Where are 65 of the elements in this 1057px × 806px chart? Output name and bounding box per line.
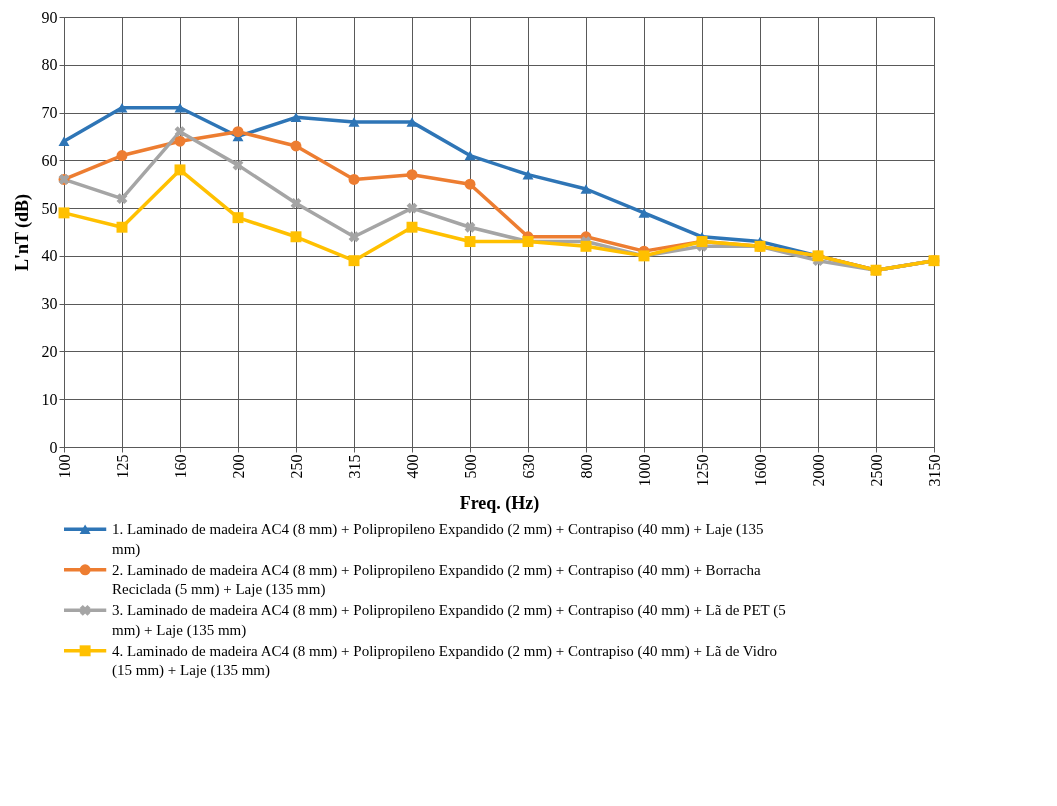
- point: [174, 126, 186, 138]
- x-tick-label: 1000: [635, 454, 653, 487]
- point: [232, 126, 244, 138]
- y-tick-label: 30: [41, 295, 58, 313]
- point: [290, 112, 302, 123]
- x-tick-label: 400: [403, 454, 421, 479]
- point: [174, 164, 186, 176]
- point: [638, 208, 650, 218]
- x-tick-label: 250: [287, 454, 305, 479]
- y-axis-title: L'nT (dB): [11, 193, 33, 272]
- y-tick-label: 20: [41, 342, 58, 360]
- point: [58, 136, 70, 146]
- x-tick-label: 2500: [867, 454, 885, 487]
- point: [232, 212, 244, 224]
- y-tick-label: 90: [41, 8, 58, 26]
- point: [406, 202, 418, 214]
- y-tick-label: 50: [41, 199, 58, 217]
- y-tick-label: 70: [41, 104, 58, 122]
- x-tick-label: 800: [577, 454, 595, 479]
- point: [406, 221, 418, 233]
- point: [464, 150, 476, 161]
- point: [348, 117, 360, 127]
- point: [464, 178, 476, 190]
- x-tick-label: 2000: [809, 454, 827, 487]
- point: [522, 169, 534, 180]
- point: [174, 135, 186, 147]
- point: [290, 197, 302, 209]
- point: [290, 231, 302, 243]
- point: [406, 169, 418, 181]
- point: [348, 231, 360, 243]
- x-tick-label: 200: [229, 454, 247, 479]
- point: [464, 221, 476, 233]
- legend-label: 1. Laminado de madeira AC4 (8 mm) + Polipropileno Expandido (2 mm) + Contrapiso (40 mm) + Laje (135 mm): [112, 521, 764, 558]
- point: [580, 240, 592, 252]
- x-tick-label: 1600: [751, 454, 769, 487]
- y-tick-label: 0: [49, 438, 58, 456]
- legend-label: 2. Laminado de madeira AC4 (8 mm) + Polipropileno Expandido (2 mm) + Contrapiso (40 mm) + Borracha Reciclada (5 mm) + Laje (135 mm): [112, 561, 761, 599]
- point: [116, 221, 128, 233]
- point: [406, 117, 418, 127]
- y-tick-label: 40: [41, 247, 58, 265]
- x-tick-label: 630: [519, 454, 537, 479]
- point: [232, 159, 244, 171]
- x-tick-label: 500: [461, 454, 479, 479]
- point: [580, 184, 592, 194]
- legend-label: 4. Laminado de madeira AC4 (8 mm) + Polipropileno Expandido (2 mm) + Contrapiso (40 mm) + Lã de Vidro (15 mm) + Laje (135 mm): [112, 642, 777, 680]
- legend-label: 3. Laminado de madeira AC4 (8 mm) + Polipropileno Expandido (2 mm) + Contrapiso (40 mm) + Lã de PET (5 mm) + Laje (135 mm): [112, 602, 786, 639]
- y-tick-label: 60: [41, 151, 58, 169]
- x-axis-title: Freq. (Hz): [459, 492, 540, 514]
- x-tick-label: 100: [55, 454, 73, 479]
- y-tick-label: 80: [41, 56, 58, 74]
- point: [116, 103, 128, 113]
- point: [348, 255, 360, 267]
- x-tick-label: 315: [345, 454, 363, 479]
- point: [464, 236, 476, 248]
- x-tick-label: 1250: [693, 454, 711, 487]
- point: [174, 103, 186, 113]
- x-tick-label: 3150: [925, 454, 943, 487]
- y-tick-label: 10: [41, 390, 58, 408]
- point: [290, 140, 302, 152]
- point: [348, 173, 360, 185]
- point: [116, 193, 128, 204]
- point: [58, 207, 70, 219]
- point: [116, 150, 128, 162]
- x-tick-label: 125: [113, 454, 131, 479]
- x-tick-label: 160: [171, 454, 189, 479]
